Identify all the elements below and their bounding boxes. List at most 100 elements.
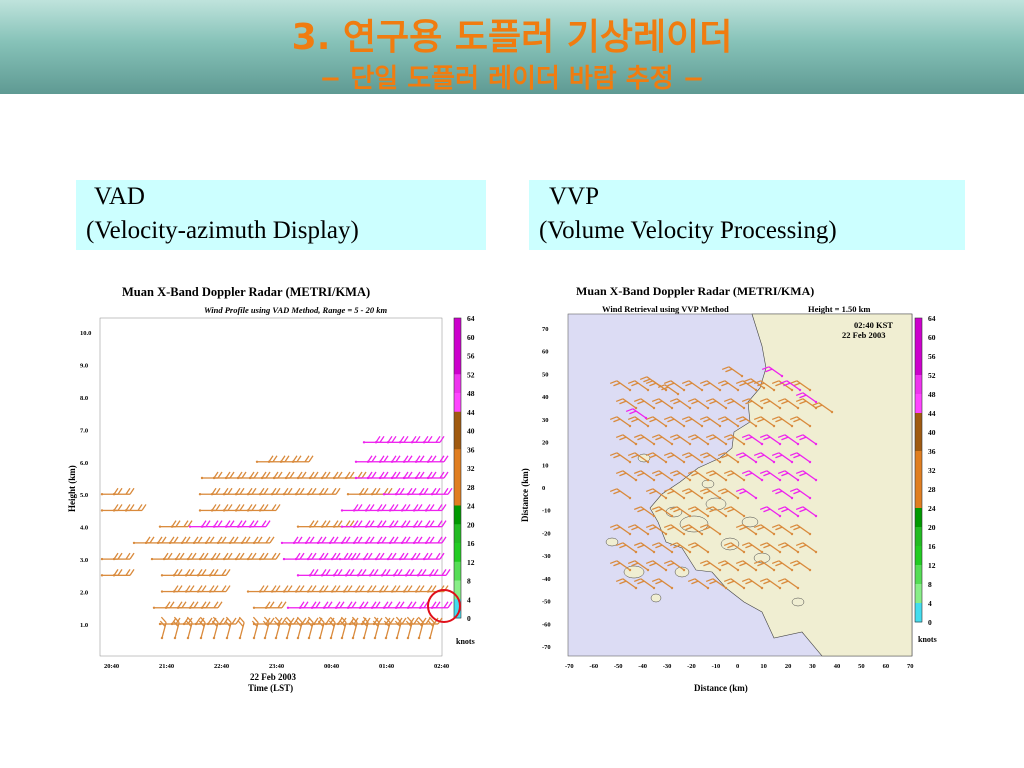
vvp-wind-barb <box>723 434 746 446</box>
vvp-wind-barb <box>699 416 722 428</box>
colorbar-label: 12 <box>467 558 475 567</box>
vad-y-tick-label: 10.0 <box>80 330 91 337</box>
vvp-wind-barb <box>723 578 746 590</box>
vvp-y-tick-label: 0 <box>542 485 545 492</box>
vvp-wind-barb <box>777 542 800 554</box>
vvp-x-tick-label: 50 <box>858 663 865 670</box>
colorbar-label: 52 <box>928 371 936 380</box>
vvp-x-tick-label: 20 <box>785 663 792 670</box>
colorbar-segment <box>915 394 922 414</box>
vad-wind-barb <box>211 616 219 640</box>
vvp-wind-barb <box>699 560 722 572</box>
colorbar-segment <box>454 318 461 338</box>
vvp-wind-barb <box>615 470 638 482</box>
vvp-wind-barb <box>645 452 668 464</box>
vvp-wind-barb <box>759 542 782 554</box>
vvp-wind-barb <box>627 560 650 572</box>
colorbar-segment <box>915 584 922 604</box>
slide-subtitle: − 단일 도플러 레이더 바람 추정 − <box>319 64 705 94</box>
vvp-wind-barb <box>687 470 710 482</box>
vvp-x-tick-label: -70 <box>565 663 574 670</box>
vad-wind-barb <box>405 616 413 640</box>
vvp-wind-barb <box>681 452 704 464</box>
colorbar-segment <box>454 486 461 506</box>
vad-y-tick-label: 3.0 <box>80 557 88 564</box>
vvp-wind-barb <box>705 578 728 590</box>
vvp-wind-barb <box>771 560 794 572</box>
vad-wind-barb <box>339 616 347 640</box>
vvp-wind-barb <box>609 560 632 572</box>
vvp-label-box: VVP (Volume Velocity Processing) <box>529 180 965 250</box>
vvp-wind-barb <box>663 452 686 464</box>
vad-wind-barb <box>414 471 437 480</box>
vad-wind-barb <box>251 616 259 640</box>
colorbar-label: 20 <box>467 520 475 529</box>
slide-title: 3. 연구용 도플러 기상레이더 <box>291 17 733 58</box>
colorbar-segment <box>454 599 461 619</box>
vvp-wind-barb <box>717 488 740 500</box>
colorbar-segment <box>915 337 922 357</box>
vad-wind-barb <box>295 616 303 640</box>
colorbar-label: 32 <box>928 466 936 475</box>
colorbar-segment <box>454 543 461 563</box>
vvp-wind-barb <box>753 416 776 428</box>
vvp-wind-barb <box>795 506 818 518</box>
vvp-wind-barb <box>627 452 650 464</box>
vad-wind-barb <box>430 487 453 496</box>
vad-wind-barb <box>124 504 147 512</box>
vvp-x-tick-label: -10 <box>712 663 721 670</box>
vvp-wind-barb <box>663 524 686 536</box>
vad-wind-barb <box>424 520 447 528</box>
vad-wind-barb <box>172 616 180 640</box>
vad-wind-barb <box>112 487 135 496</box>
colorbar-segment <box>454 524 461 544</box>
colorbar-label: 56 <box>928 352 936 361</box>
colorbar-segment <box>915 470 922 490</box>
vvp-wind-barb <box>705 506 728 518</box>
colorbar-segment <box>454 393 461 413</box>
vvp-y-tick-label: 20 <box>542 440 549 447</box>
vad-y-tick-label: 7.0 <box>80 427 88 434</box>
vvp-wind-barb <box>721 366 744 378</box>
vvp-wind-barb <box>627 524 650 536</box>
vad-wind-barb <box>282 487 305 496</box>
land-area <box>649 313 913 657</box>
colorbar-segment <box>454 355 461 375</box>
vvp-wind-barb <box>741 470 764 482</box>
vad-wind-barb <box>258 504 281 512</box>
vvp-wind-barb <box>723 542 746 554</box>
vvp-wind-barb <box>759 506 782 518</box>
colorbar-segment <box>454 505 461 525</box>
vad-wind-barb <box>306 552 329 561</box>
vvp-label: VVP <box>549 183 600 210</box>
vvp-wind-barb <box>615 434 638 446</box>
vad-wind-barb <box>237 616 245 640</box>
vvp-wind-barb <box>663 416 686 428</box>
vad-x-tick-label: 22:40 <box>214 663 229 670</box>
vvp-wind-barb <box>669 398 692 410</box>
vvp-wind-barb <box>609 380 632 392</box>
vvp-x-tick-label: -30 <box>663 663 672 670</box>
vvp-wind-barb <box>761 366 784 378</box>
vvp-wind-barb <box>663 488 686 500</box>
vvp-wind-barb <box>609 524 632 536</box>
vvp-wind-barb <box>777 434 800 446</box>
vvp-wind-barb <box>705 470 728 482</box>
vvp-wind-barb <box>771 452 794 464</box>
vvp-x-tick-label: 0 <box>736 663 739 670</box>
vvp-wind-barb <box>759 470 782 482</box>
vvp-wind-barb <box>795 434 818 446</box>
colorbar-segment <box>915 489 922 509</box>
vvp-wind-barb <box>615 542 638 554</box>
vvp-wind-barb <box>741 434 764 446</box>
colorbar-segment <box>454 449 461 469</box>
vvp-x-tick-label: -40 <box>638 663 647 670</box>
colorbar-label: 16 <box>928 542 936 551</box>
vvp-wind-barb <box>633 434 656 446</box>
vad-wind-barb <box>376 504 399 512</box>
colorbar-label: 16 <box>467 539 475 548</box>
vvp-wind-barb <box>753 560 776 572</box>
vad-wind-barb <box>424 536 447 545</box>
colorbar-segment <box>915 508 922 528</box>
